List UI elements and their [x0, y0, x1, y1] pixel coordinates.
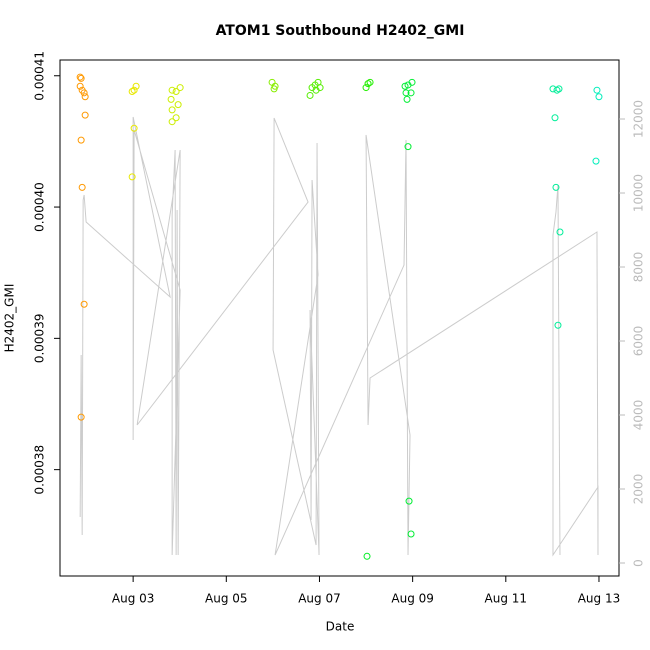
point	[405, 497, 413, 505]
y-tick-label: 0.00038	[33, 445, 47, 495]
point	[172, 88, 180, 96]
y2-tick-label: 12000	[632, 100, 646, 138]
point	[363, 552, 371, 560]
point	[595, 93, 603, 101]
point	[593, 86, 601, 94]
y2-tick-label: 0	[632, 559, 646, 567]
point	[168, 86, 176, 94]
x-tick-label: Aug 11	[485, 592, 528, 606]
y2-tick-label: 10000	[632, 174, 646, 212]
x-tick-label: Aug 09	[391, 592, 434, 606]
point	[76, 82, 84, 90]
point	[81, 111, 89, 119]
point	[402, 89, 410, 97]
y2-tick-label: 6000	[632, 326, 646, 357]
point	[270, 85, 278, 93]
plot-frame	[59, 59, 620, 577]
point	[362, 84, 370, 92]
point	[167, 95, 175, 103]
point	[80, 300, 88, 308]
point	[128, 88, 136, 96]
point	[172, 114, 180, 122]
point	[408, 78, 416, 86]
x-tick-label: Aug 13	[578, 592, 621, 606]
point	[77, 74, 85, 82]
point	[78, 183, 86, 191]
point	[554, 321, 562, 329]
y2-tick-label: 4000	[632, 400, 646, 431]
point	[407, 89, 415, 97]
y-tick-label: 0.00040	[33, 182, 47, 232]
point	[176, 84, 184, 92]
point	[80, 89, 88, 97]
point	[404, 143, 412, 151]
point	[407, 530, 415, 538]
point	[174, 101, 182, 109]
x-tick-label: Aug 05	[205, 592, 248, 606]
point	[132, 82, 140, 90]
point	[77, 136, 85, 144]
point	[366, 78, 374, 86]
point	[553, 86, 561, 94]
point	[168, 106, 176, 114]
x-tick-label: Aug 07	[298, 592, 341, 606]
point	[555, 85, 563, 93]
point	[77, 413, 85, 421]
point	[551, 114, 559, 122]
point	[552, 183, 560, 191]
point	[592, 157, 600, 165]
point	[81, 93, 89, 101]
y-tick-label: 0.00039	[33, 314, 47, 364]
point	[76, 73, 84, 81]
point	[312, 86, 320, 94]
point	[130, 86, 138, 94]
point	[168, 118, 176, 126]
y2-tick-label: 8000	[632, 252, 646, 283]
y-tick-label: 0.00041	[33, 51, 47, 101]
chart-title: ATOM1 Southbound H2402_GMI	[216, 23, 465, 39]
point	[403, 95, 411, 103]
point	[364, 80, 372, 88]
point	[556, 228, 564, 236]
x-axis-label: Date	[326, 620, 355, 634]
y-axis-label: H2402_GMI	[3, 284, 17, 353]
x-tick-label: Aug 03	[112, 592, 155, 606]
point	[130, 124, 138, 132]
y2-tick-label: 2000	[632, 474, 646, 505]
line	[79, 116, 599, 557]
point	[306, 91, 314, 99]
point	[128, 173, 136, 181]
